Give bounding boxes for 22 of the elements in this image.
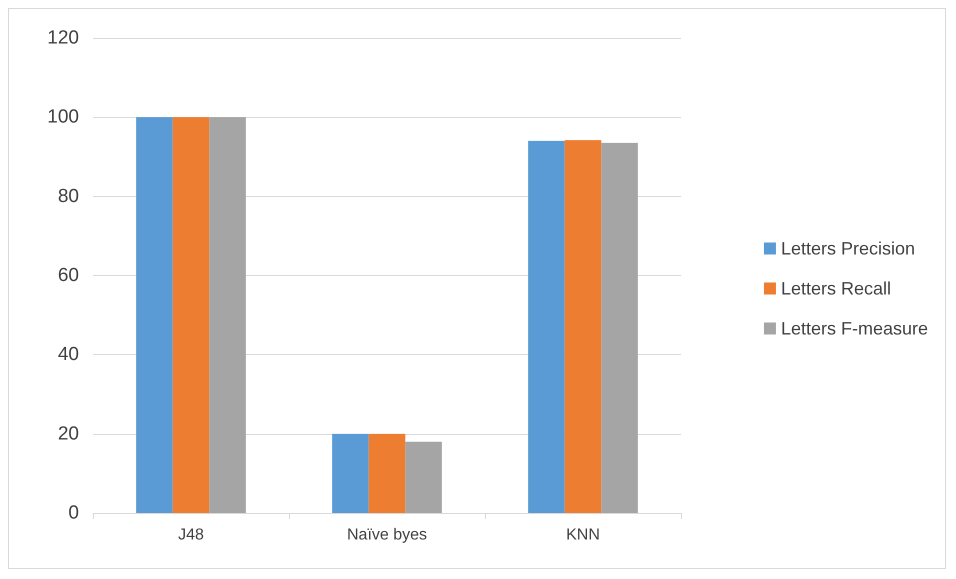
bar bbox=[209, 117, 246, 513]
y-tick-label: 100 bbox=[47, 106, 79, 128]
legend-label: Letters Recall bbox=[780, 278, 892, 298]
bar bbox=[601, 142, 638, 513]
y-tick-label: 80 bbox=[58, 186, 79, 207]
legend-label: Letters F-measure bbox=[780, 318, 928, 338]
x-tick-label: Naïve byes bbox=[346, 526, 428, 544]
bar bbox=[405, 442, 442, 513]
x-tick-label: KNN bbox=[566, 526, 600, 544]
y-tick-label: 0 bbox=[68, 502, 79, 524]
y-tick-label: 120 bbox=[47, 28, 79, 48]
legend-label: Letters Precision bbox=[780, 238, 916, 258]
x-tick-label: J48 bbox=[178, 526, 204, 544]
bar bbox=[564, 140, 602, 513]
y-tick-label: 40 bbox=[58, 344, 79, 366]
bar bbox=[332, 434, 369, 513]
bar bbox=[136, 117, 173, 513]
y-tick-label: 60 bbox=[58, 265, 79, 286]
y-tick-label: 20 bbox=[58, 423, 79, 444]
bar bbox=[172, 117, 210, 513]
bar bbox=[528, 140, 565, 513]
bar bbox=[368, 434, 406, 513]
